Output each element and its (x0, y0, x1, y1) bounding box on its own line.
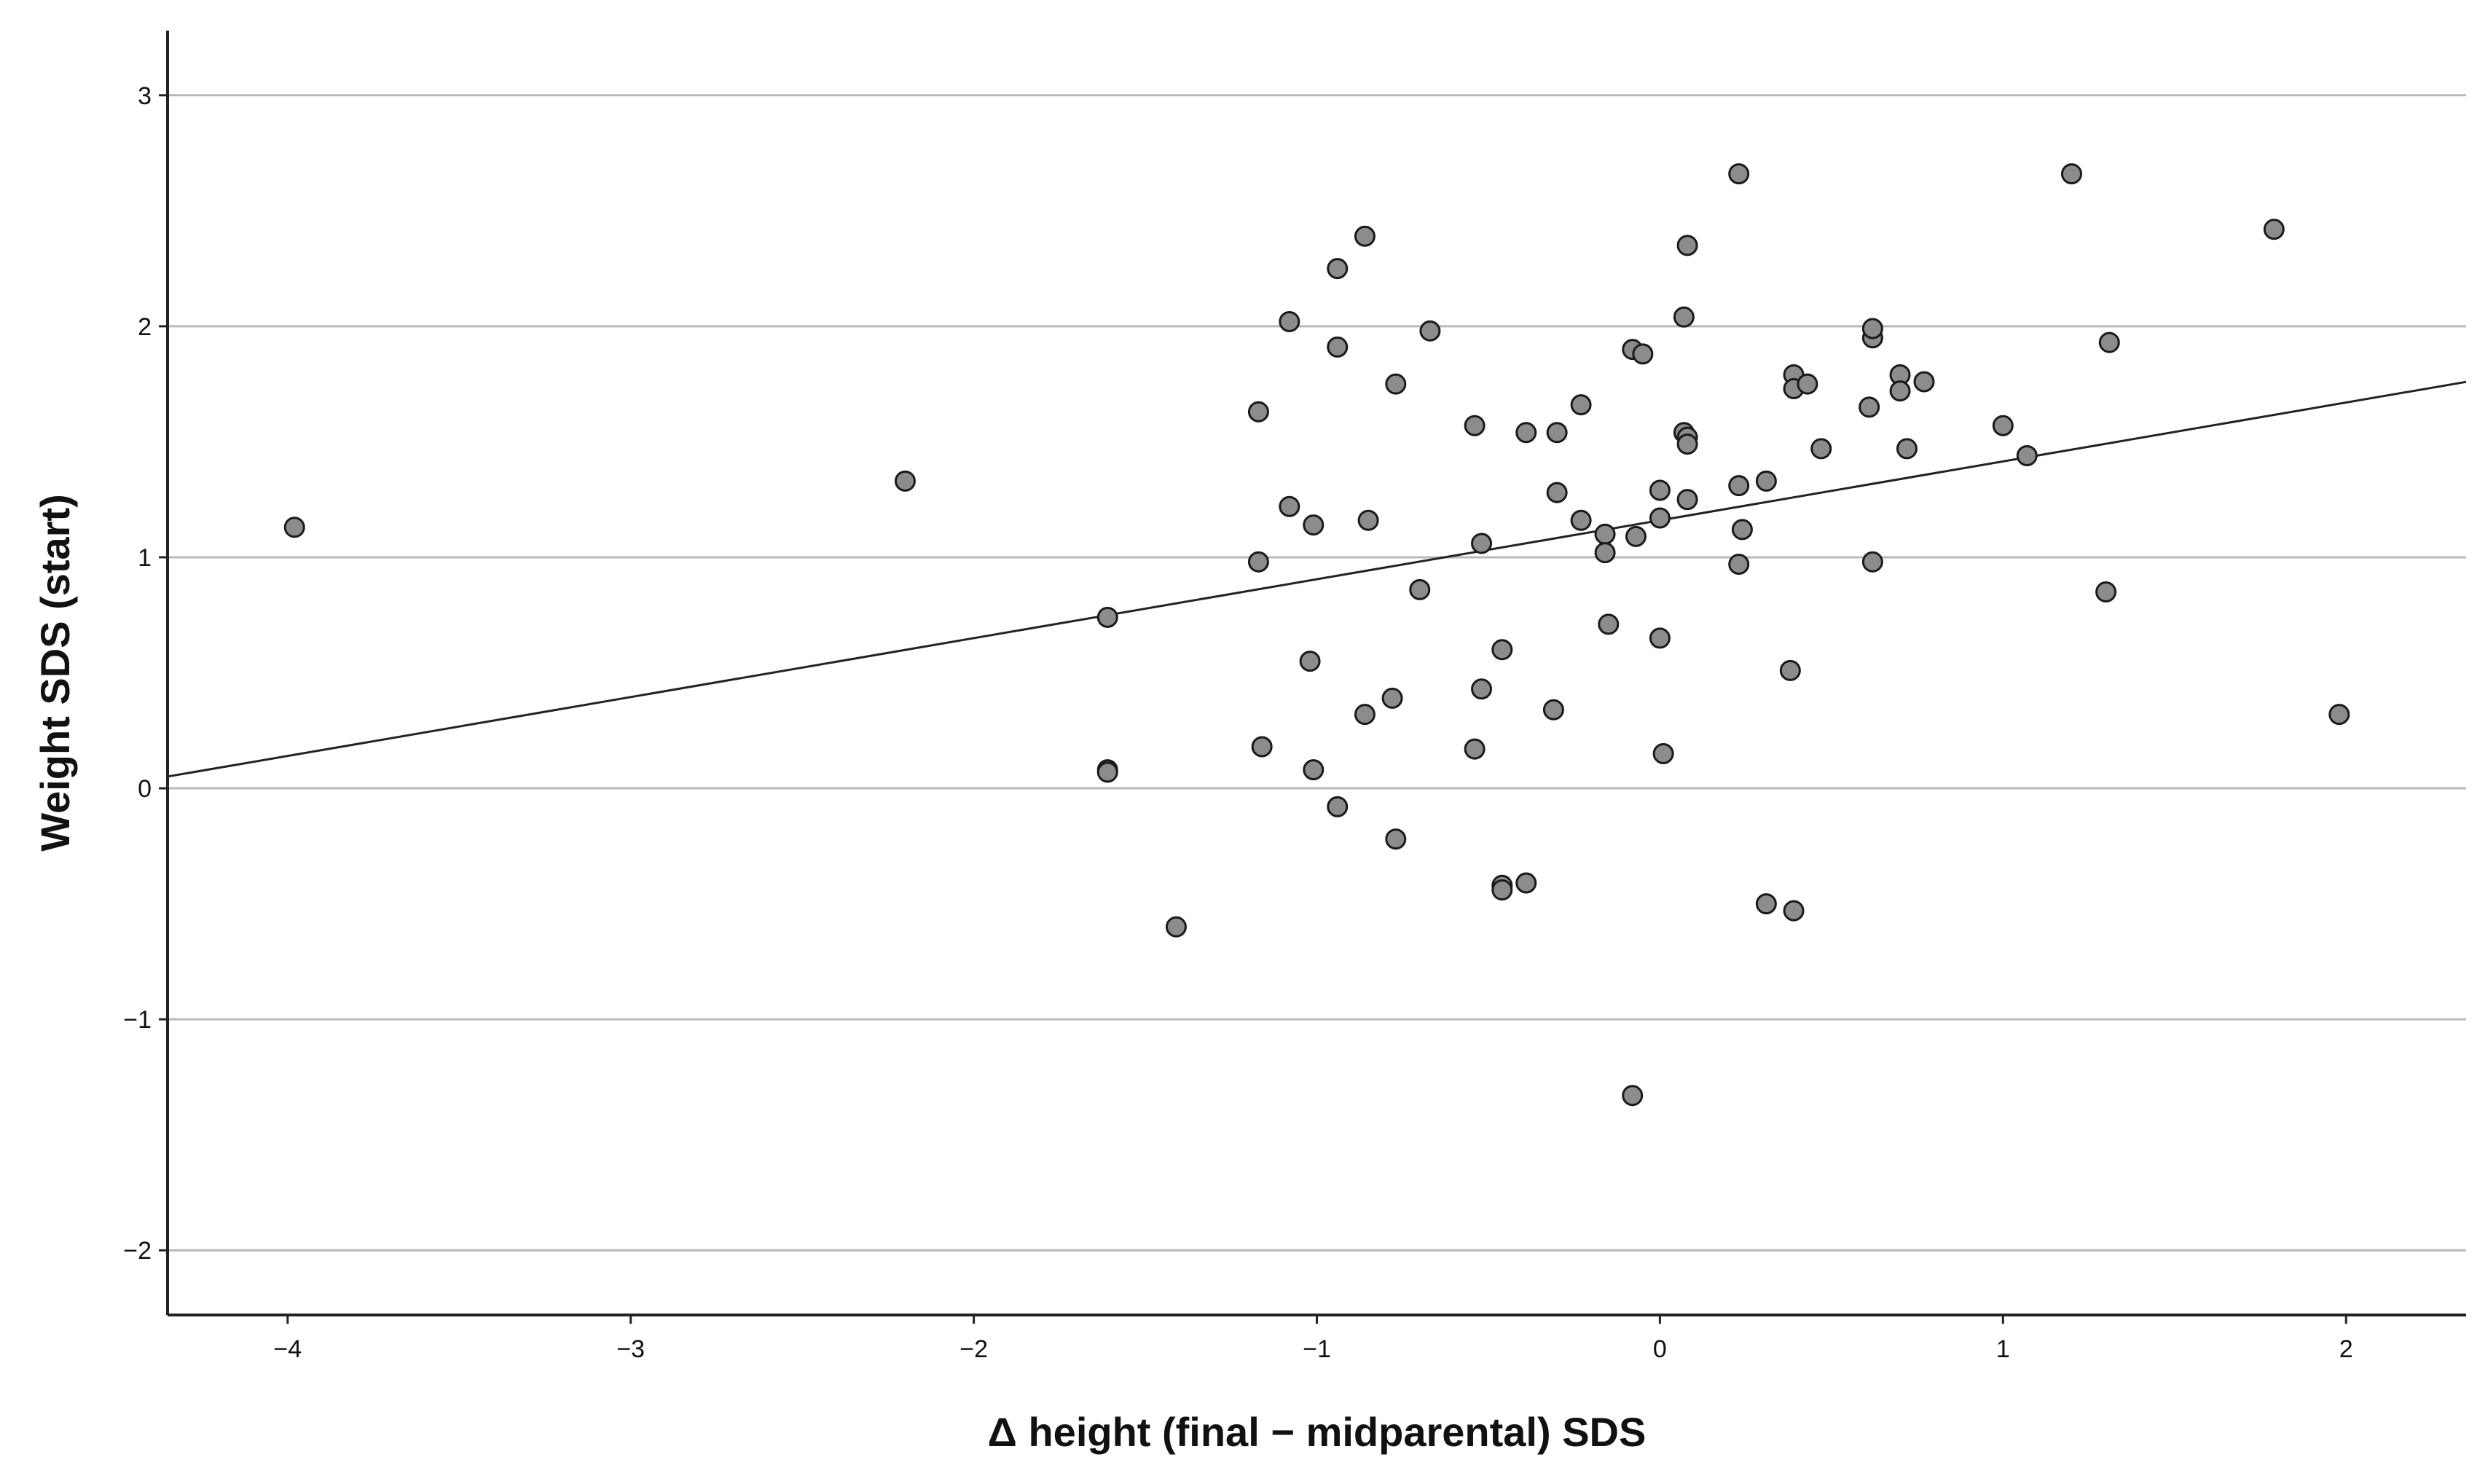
data-point (2098, 331, 2120, 353)
data-point (1728, 553, 1750, 575)
data-point (1810, 438, 1832, 460)
axes (166, 31, 2466, 1316)
data-point (1354, 704, 1376, 726)
y-ticks: −2 −1 0 1 2 3 (123, 82, 168, 1265)
data-point (1327, 796, 1349, 817)
data-point (1303, 514, 1325, 536)
data-point (1861, 318, 1883, 339)
data-point (1896, 438, 1918, 460)
data-point (1357, 509, 1379, 531)
gridlines (168, 94, 2466, 1252)
data-point (1546, 482, 1568, 503)
data-point (1783, 900, 1805, 922)
data-point (1632, 343, 1654, 365)
data-point (1594, 523, 1616, 545)
data-point (1165, 916, 1187, 938)
data-point (1797, 373, 1818, 395)
data-point (1096, 606, 1118, 628)
data-point (894, 470, 916, 492)
data-point (1327, 336, 1349, 358)
data-point (1491, 639, 1513, 661)
data-point (1491, 879, 1513, 901)
y-tick-label: 1 (138, 544, 152, 572)
x-axis-title: Δ height (final − midparental) SDS (988, 1409, 1647, 1455)
data-point (1649, 627, 1671, 649)
y-tick-label: −2 (123, 1237, 152, 1265)
data-point (1419, 320, 1441, 342)
y-tick-label: 2 (138, 313, 152, 341)
data-point (1542, 699, 1564, 721)
data-point (1570, 394, 1592, 416)
data-point (1913, 371, 1935, 393)
data-point (1731, 519, 1753, 541)
data-point (2060, 163, 2082, 185)
data-point (1327, 258, 1349, 280)
regression-line (167, 380, 2467, 778)
x-tick-label: 2 (2339, 1335, 2353, 1363)
data-point (2328, 704, 2350, 726)
data-point (2095, 581, 2117, 603)
data-point (1515, 872, 1537, 894)
data-point (1755, 470, 1777, 492)
data-point (1649, 479, 1671, 501)
data-point (1303, 759, 1325, 781)
data-point (1546, 422, 1568, 444)
data-point (1728, 163, 1750, 185)
x-tick-label: −1 (1303, 1335, 1331, 1363)
data-point (1992, 415, 2014, 436)
data-point (1247, 401, 1269, 423)
data-point (1652, 742, 1674, 764)
x-tick-label: −3 (616, 1335, 645, 1363)
x-tick-label: 1 (1996, 1335, 2010, 1363)
data-point (1570, 509, 1592, 531)
data-point (1622, 1085, 1644, 1107)
data-point (1464, 738, 1486, 760)
data-point (1471, 533, 1493, 554)
data-point (283, 517, 305, 538)
data-point (1464, 415, 1486, 436)
data-point (1279, 311, 1300, 333)
data-point (1649, 507, 1671, 529)
data-point (1515, 422, 1537, 444)
data-point (1381, 687, 1403, 709)
data-point (1247, 551, 1269, 573)
data-point (1471, 678, 1493, 700)
data-point (1598, 613, 1620, 635)
data-point (1279, 495, 1300, 517)
data-point (1859, 396, 1880, 418)
data-point (1676, 489, 1698, 511)
data-point (1625, 525, 1647, 547)
data-point (1676, 433, 1698, 455)
data-point (1096, 761, 1118, 783)
data-point (2263, 219, 2285, 240)
x-ticks: −4 −3 −2 −1 0 1 2 (273, 1315, 2353, 1363)
data-point (1755, 893, 1777, 915)
data-point (1861, 551, 1883, 573)
x-tick-label: −2 (960, 1335, 988, 1363)
y-tick-label: −1 (123, 1006, 152, 1034)
data-point (1676, 235, 1698, 256)
y-axis-title: Weight SDS (start) (32, 494, 78, 852)
data-point (1779, 659, 1801, 681)
data-point (1354, 225, 1376, 247)
data-point (1251, 736, 1273, 758)
y-tick-label: 0 (138, 775, 152, 803)
x-tick-label: −4 (273, 1335, 302, 1363)
data-point (1728, 475, 1750, 497)
data-point (1299, 651, 1321, 672)
data-point (1889, 380, 1911, 402)
data-point (1409, 578, 1431, 600)
data-point (2016, 444, 2038, 466)
data-point (1673, 306, 1695, 328)
x-tick-label: 0 (1653, 1335, 1667, 1363)
data-points (283, 163, 2350, 1107)
data-point (1385, 373, 1407, 395)
data-point (1594, 542, 1616, 564)
data-point (1385, 828, 1407, 850)
y-tick-label: 3 (138, 82, 152, 110)
